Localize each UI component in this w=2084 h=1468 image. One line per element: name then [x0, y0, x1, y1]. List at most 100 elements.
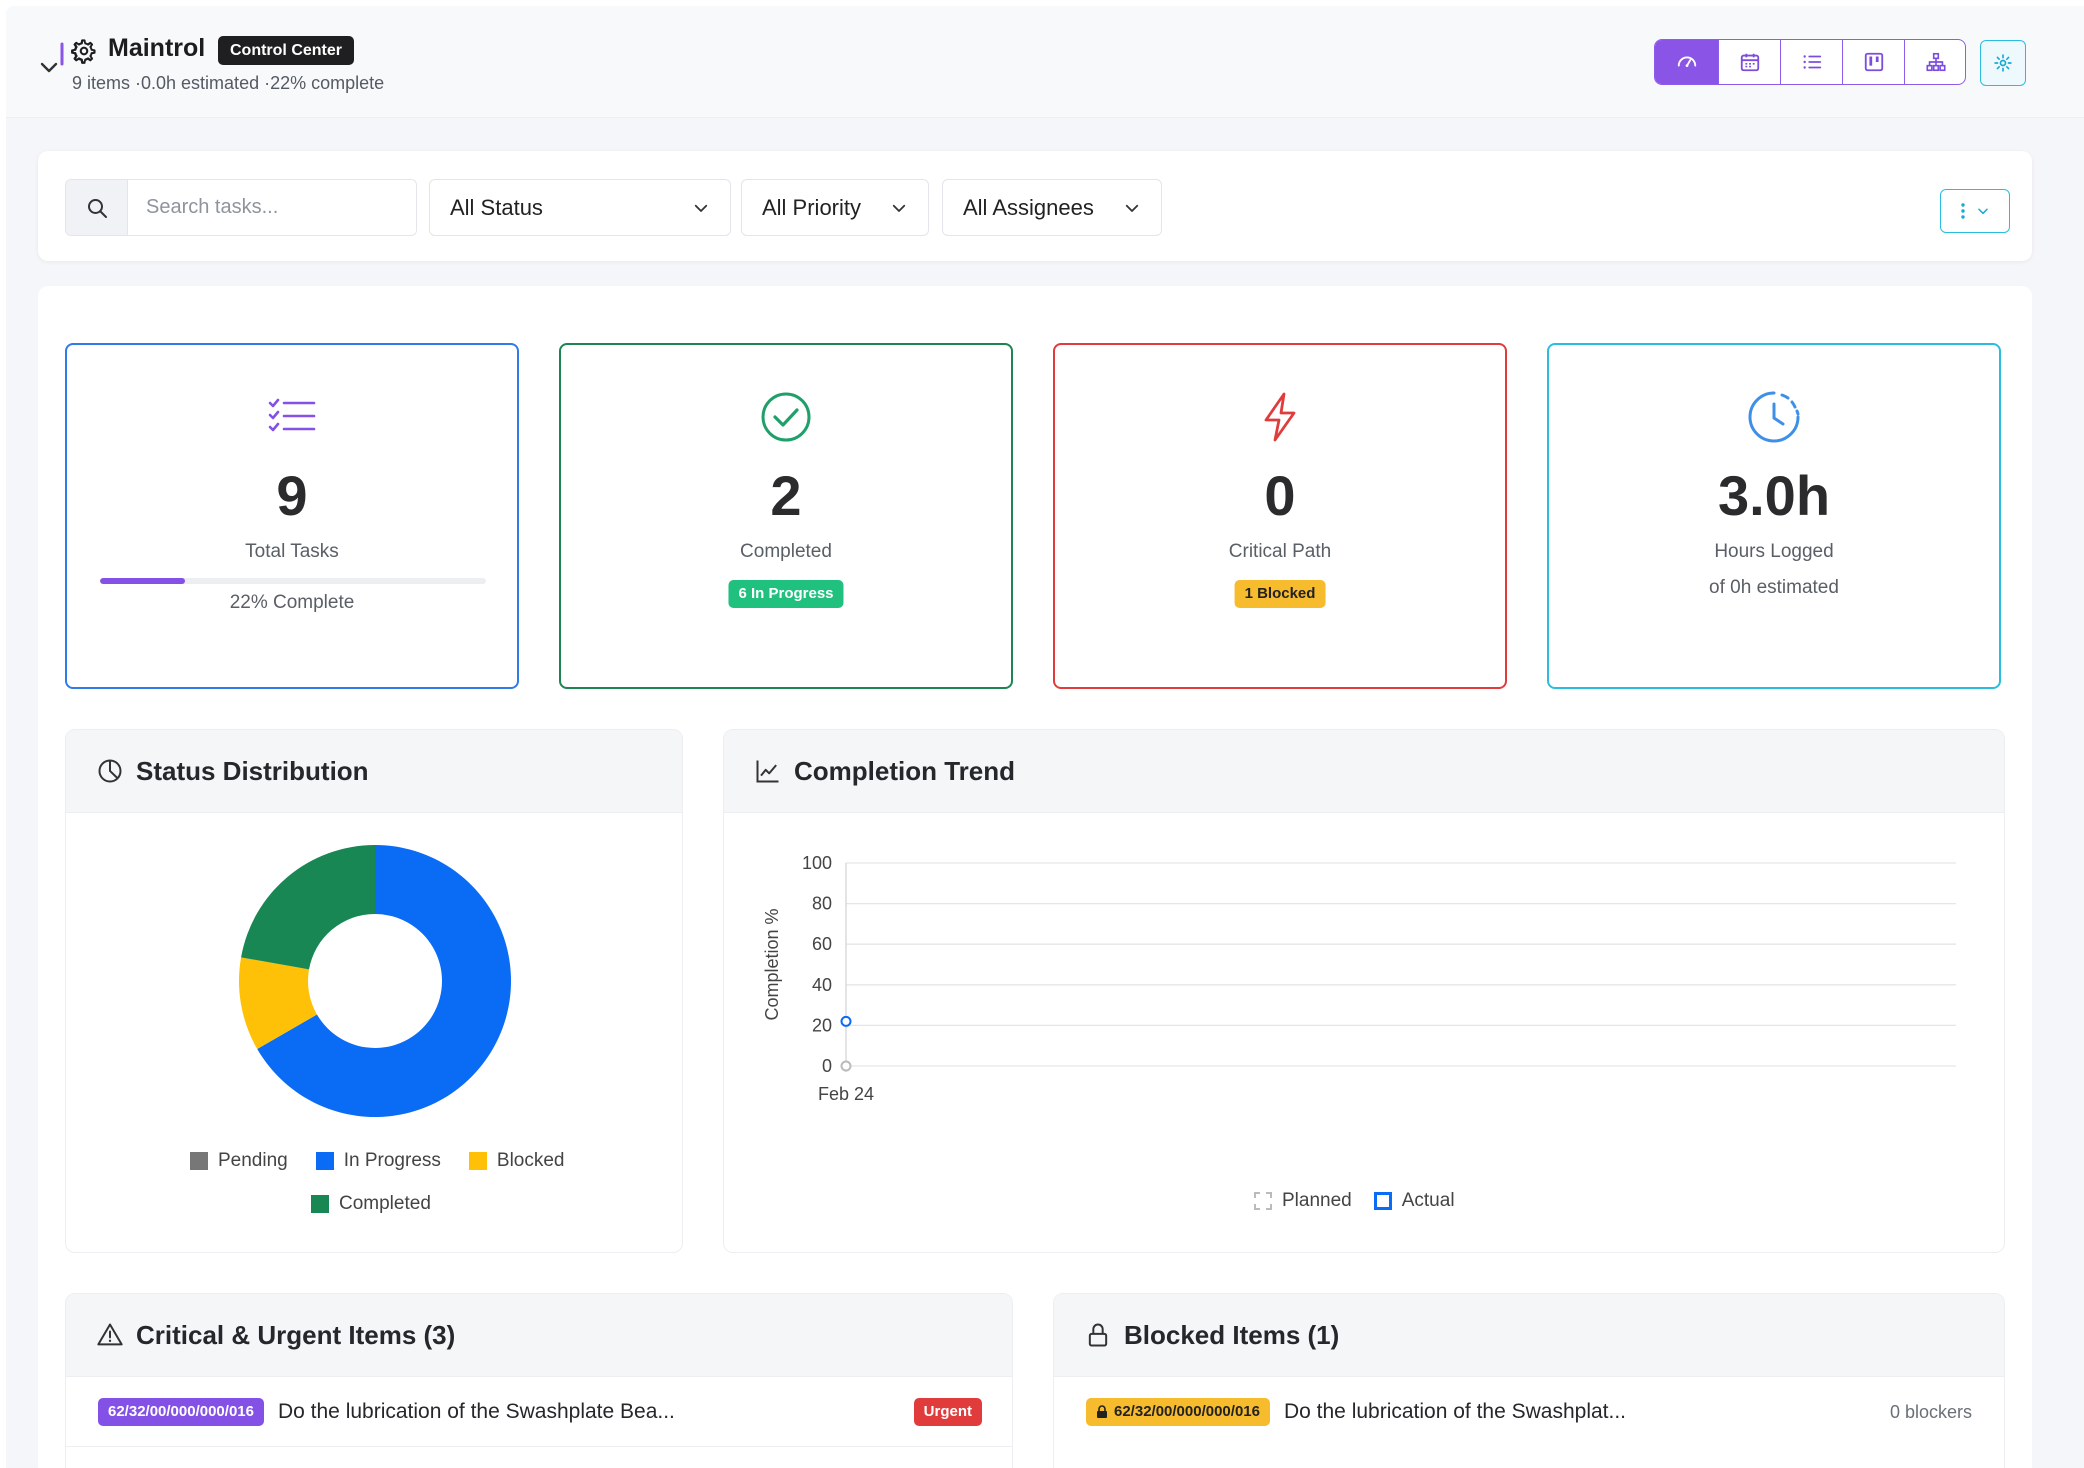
legend-planned[interactable]: Planned	[1254, 1190, 1352, 1212]
list-item[interactable]: 62/32/00/000/000/016 Do the lubrication …	[1054, 1377, 2004, 1447]
hierarchy-icon	[1926, 52, 1946, 72]
view-switcher	[1654, 39, 1966, 85]
chevron-down-icon	[1978, 208, 1988, 215]
y-tick-label: 20	[812, 1015, 832, 1035]
status-distribution-title: Status Distribution	[136, 755, 369, 786]
filter-bar: All Status All Priority All Assignees	[38, 151, 2032, 261]
donut-slice-blocked[interactable]	[239, 957, 317, 1049]
legend-completed[interactable]: Completed	[311, 1193, 431, 1215]
hours-logged-label: Hours Logged	[1714, 541, 1834, 562]
dashboard-icon	[1677, 56, 1696, 68]
completion-trend-panel: Completion Trend 0 20 40 60 80 100 Completion …	[723, 729, 2005, 1253]
hours-logged-card: 3.0h Hours Logged of 0h estimated	[1547, 343, 2001, 689]
chevron-down-icon	[1125, 204, 1139, 212]
completed-value: 2	[770, 464, 802, 527]
donut-slice-in-progress[interactable]	[257, 845, 511, 1117]
critical-path-card: 0 Critical Path 1 Blocked	[1053, 343, 1507, 689]
gear-icon	[71, 39, 96, 64]
vertical-dots-icon	[1961, 203, 1965, 219]
lightning-icon	[1264, 392, 1296, 442]
calendar-icon	[1740, 53, 1759, 72]
critical-urgent-panel: Critical & Urgent Items (3) 62/32/00/000…	[65, 1293, 1013, 1468]
blocked-badge: 1 Blocked	[1234, 580, 1326, 608]
search-input[interactable]	[128, 180, 416, 235]
settings-icon	[1994, 54, 2012, 72]
donut-slice-completed[interactable]	[241, 845, 375, 970]
completed-label: Completed	[740, 541, 832, 562]
task-id-badge: 62/32/00/000/000/016	[98, 1397, 264, 1426]
completion-percent: 22% Complete	[229, 592, 355, 613]
calendar-view-button[interactable]	[1719, 40, 1781, 84]
status-donut-chart	[239, 845, 511, 1117]
hierarchy-view-button[interactable]	[1905, 40, 1965, 84]
task-list-icon	[268, 398, 316, 432]
y-tick-label: 40	[812, 975, 832, 995]
legend-blocked[interactable]: Blocked	[468, 1150, 565, 1172]
y-tick-label: 80	[812, 894, 832, 914]
check-circle-icon	[761, 392, 811, 442]
priority-filter[interactable]: All Priority	[741, 179, 929, 236]
app-window: Maintrol Control Center 9 items ·0.0h es…	[6, 6, 2084, 1468]
search-icon	[66, 180, 128, 235]
lock-icon	[1097, 1405, 1107, 1418]
legend-in-progress[interactable]: In Progress	[315, 1150, 441, 1172]
critical-path-value: 0	[1264, 464, 1296, 527]
y-tick-label: 60	[812, 934, 832, 954]
y-axis-label: Completion %	[762, 908, 782, 1020]
assignees-filter-label: All Assignees	[963, 194, 1094, 220]
settings-button[interactable]	[1980, 40, 2026, 86]
collapse-chevron-icon[interactable]	[38, 42, 66, 80]
task-title: Do the lubrication of the Swashplate Bea…	[277, 1399, 675, 1423]
priority-filter-label: All Priority	[762, 194, 862, 220]
hours-logged-value: 3.0h	[1717, 464, 1831, 527]
y-tick-label: 0	[822, 1056, 832, 1076]
point-actual[interactable]	[840, 1015, 852, 1027]
completion-progress-fill	[100, 578, 185, 584]
blocked-items-title: Blocked Items (1)	[1124, 1319, 1340, 1350]
completion-progress-bar	[100, 578, 486, 584]
dashboard-view-button[interactable]	[1655, 40, 1719, 84]
control-center-badge: Control Center	[218, 36, 354, 65]
legend-actual[interactable]: Actual	[1373, 1190, 1455, 1212]
status-filter[interactable]: All Status	[429, 179, 731, 236]
list-icon	[1802, 55, 1821, 69]
hours-estimated: of 0h estimated	[1709, 577, 1839, 598]
critical-urgent-title: Critical & Urgent Items (3)	[136, 1319, 456, 1350]
blockers-count: 0 blockers	[1889, 1401, 1972, 1422]
legend-pending[interactable]: Pending	[190, 1150, 288, 1172]
assignees-filter[interactable]: All Assignees	[942, 179, 1162, 236]
project-summary: 9 items ·0.0h estimated ·22% complete	[72, 73, 385, 93]
chevron-down-icon	[694, 204, 708, 212]
task-title: Do the lubrication of the Swashplat...	[1283, 1400, 1627, 1423]
kanban-view-button[interactable]	[1843, 40, 1905, 84]
priority-badge: Urgent	[913, 1397, 982, 1426]
x-tick-label: Feb 24	[818, 1084, 874, 1104]
clock-icon	[1748, 391, 1800, 443]
point-planned[interactable]	[840, 1060, 852, 1072]
y-tick-label: 100	[802, 853, 832, 873]
list-item[interactable]: 62/32/00/000/000/016 Do the lubrication …	[66, 1377, 1012, 1447]
in-progress-badge: 6 In Progress	[728, 580, 844, 608]
pie-chart-icon	[98, 759, 122, 783]
total-tasks-value: 9	[276, 464, 308, 527]
completion-trend-chart: 0 20 40 60 80 100 Completion % Feb 24	[762, 853, 1956, 1104]
app-name: Maintrol	[108, 34, 206, 62]
search-box	[65, 179, 417, 236]
total-tasks-label: Total Tasks	[245, 541, 339, 562]
kanban-icon	[1864, 52, 1883, 72]
more-options-button[interactable]	[1940, 189, 2010, 233]
total-tasks-card: 9 Total Tasks 22% Complete	[65, 343, 519, 689]
chevron-down-icon	[892, 204, 906, 212]
list-view-button[interactable]	[1781, 40, 1843, 84]
completion-trend-title: Completion Trend	[794, 755, 1015, 786]
blocked-items-panel: Blocked Items (1) 62/32/00/000/000/016 D…	[1053, 1293, 2005, 1468]
completed-card: 2 Completed 6 In Progress	[559, 343, 1013, 689]
critical-path-label: Critical Path	[1228, 541, 1332, 562]
status-distribution-panel: Status Distribution Pending In Progress …	[65, 729, 683, 1253]
status-filter-label: All Status	[450, 194, 543, 220]
lock-icon	[1088, 1323, 1108, 1347]
header: Maintrol Control Center 9 items ·0.0h es…	[6, 6, 2084, 118]
warning-icon	[97, 1323, 123, 1346]
line-chart-icon	[756, 760, 779, 783]
task-id-badge: 62/32/00/000/000/016	[1086, 1398, 1270, 1426]
